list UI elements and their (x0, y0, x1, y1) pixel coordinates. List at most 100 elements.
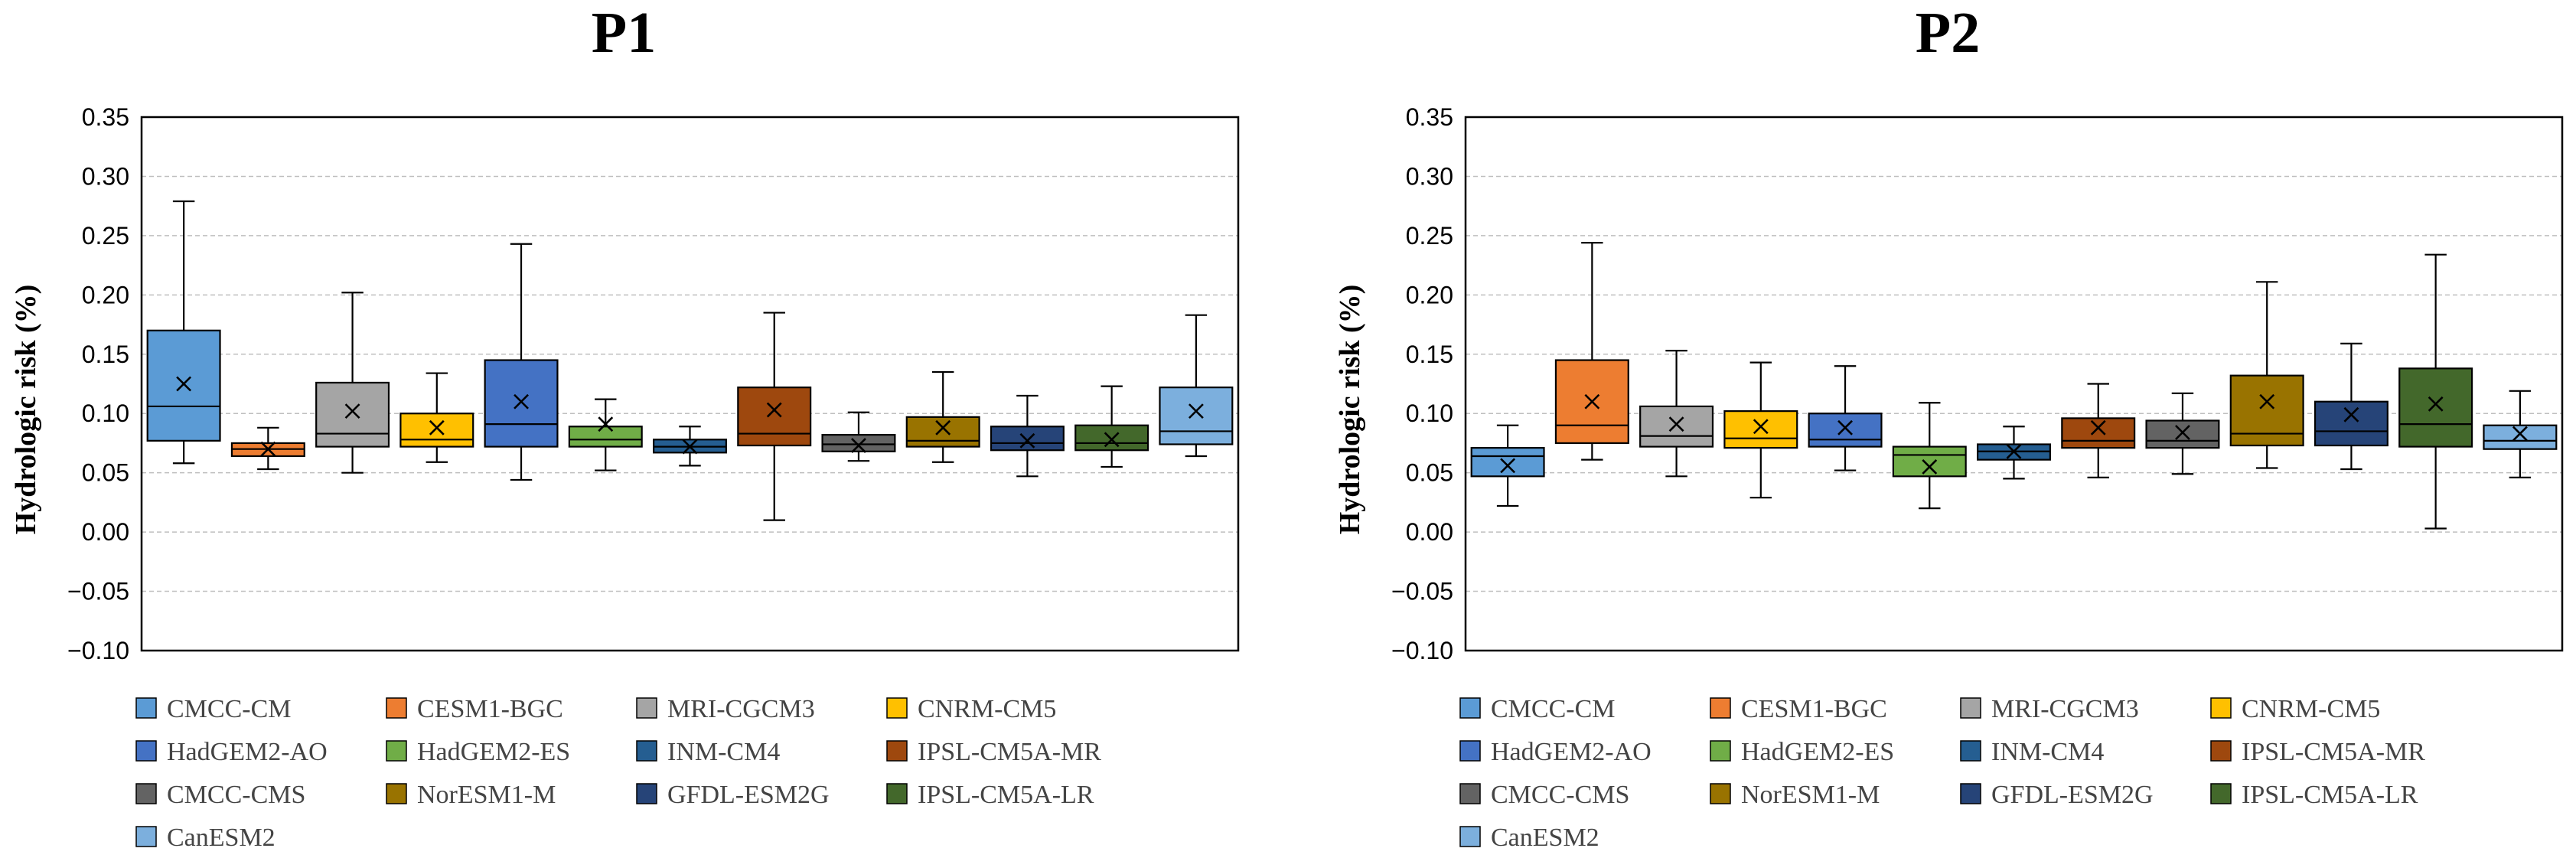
legend-label: IPSL-CM5A-MR (2242, 738, 2425, 766)
legend-label: CMCC-CM (1491, 695, 1616, 723)
legend-item: HadGEM2-ES (386, 738, 570, 766)
plot-frame (1464, 116, 2564, 652)
box-cesm1-bgc (230, 426, 305, 471)
mean-marker (1019, 432, 1035, 449)
iqr-box (905, 416, 980, 448)
legend-swatch (1710, 783, 1731, 804)
iqr-box (315, 381, 390, 448)
legend-swatch (135, 697, 157, 719)
box-gfdl-esm2g (2314, 342, 2389, 471)
chart-title: P1 (592, 1, 656, 65)
legend-label: CMCC-CM (167, 695, 292, 723)
y-tick-label: 0.05 (82, 459, 129, 487)
mean-marker (682, 439, 698, 455)
legend-swatch (886, 783, 908, 804)
iqr-box (2061, 417, 2136, 449)
legend-label: HadGEM2-ES (417, 738, 570, 766)
box-ipsl-cm5a-mr (737, 312, 812, 521)
mean-marker (1837, 419, 1853, 436)
box-mri-cgcm3 (315, 292, 390, 474)
legend-item: IPSL-CM5A-MR (886, 738, 1101, 766)
legend-label: IPSL-CM5A-MR (918, 738, 1101, 766)
legend-item: HadGEM2-ES (1710, 738, 1894, 766)
legend-item: INM-CM4 (1960, 738, 2104, 766)
legend-item: NorESM1-M (1710, 781, 1880, 809)
y-tick-label: 0.15 (1406, 341, 1453, 368)
legend-swatch (135, 826, 157, 847)
y-tick-label: 0.30 (82, 162, 129, 190)
mean-marker (344, 403, 360, 419)
mean-marker (598, 416, 614, 432)
legend-swatch (2210, 697, 2232, 719)
legend-label: CESM1-BGC (1741, 695, 1887, 723)
box-cesm1-bgc (1554, 242, 1629, 461)
legend-swatch (386, 740, 407, 762)
legend-item: NorESM1-M (386, 781, 556, 809)
y-tick-label: 0.20 (1406, 281, 1453, 308)
box-mri-cgcm3 (1639, 350, 1714, 478)
panel-p1: P1 Hydrologic risk (%) 0.35 0.30 0.25 0.20 0… (10, 1, 1240, 852)
iqr-box (399, 413, 474, 448)
box-hadgem2-es (1892, 402, 1967, 510)
legend-item: HadGEM2-AO (135, 738, 328, 766)
mean-marker (1922, 459, 1938, 475)
box-cmcc-cm (146, 200, 221, 465)
legend-item: MRI-CGCM3 (1960, 695, 2139, 723)
box-cnrm-cm5 (1723, 361, 1798, 499)
legend-swatch (2210, 783, 2232, 804)
iqr-box (2145, 419, 2220, 449)
y-tick-label: 0.25 (1406, 222, 1453, 250)
mean-marker (2090, 419, 2106, 436)
legend-swatch (636, 740, 657, 762)
legend-label: CESM1-BGC (417, 695, 563, 723)
box-noresm1-m (2229, 281, 2304, 469)
legend-label: CNRM-CM5 (2242, 695, 2380, 723)
legend-label: IPSL-CM5A-LR (918, 781, 1094, 809)
mean-marker (514, 393, 529, 409)
iqr-box (821, 434, 896, 452)
iqr-box (146, 329, 221, 442)
legend-swatch (1710, 697, 1731, 719)
mean-marker (1668, 416, 1684, 432)
legend-swatch (1459, 826, 1481, 847)
box-cnrm-cm5 (399, 372, 474, 463)
mean-marker (2343, 406, 2359, 422)
mean-marker (429, 419, 445, 436)
iqr-box (1723, 410, 1798, 449)
mean-marker (1188, 403, 1204, 419)
legend-item: INM-CM4 (636, 738, 780, 766)
legend-item: CMCC-CM (1459, 695, 1616, 723)
y-tick-label: 0.25 (82, 222, 129, 250)
legend-swatch (1960, 783, 1981, 804)
legend-swatch (1459, 740, 1481, 762)
legend-swatch (1459, 783, 1481, 804)
legend-swatch (135, 740, 157, 762)
legend-swatch (2210, 740, 2232, 762)
y-axis-label: Hydrologic risk (%) (1334, 285, 1366, 535)
mean-marker (2428, 396, 2444, 412)
box-noresm1-m (905, 370, 980, 463)
box-hadgem2-es (568, 398, 643, 471)
box-canesm2 (2483, 390, 2558, 478)
legend-label: MRI-CGCM3 (1991, 695, 2139, 723)
legend-label: GFDL-ESM2G (1991, 781, 2154, 809)
y-tick-label: −0.10 (67, 637, 129, 664)
legend-item: CMCC-CMS (1459, 781, 1629, 809)
iqr-box (568, 426, 643, 448)
legend-item: CESM1-BGC (386, 695, 563, 723)
y-tick-label: −0.10 (1391, 637, 1453, 664)
y-tick-label: 0.10 (1406, 400, 1453, 427)
iqr-box (1892, 445, 1967, 478)
y-tick-label: 0.35 (1406, 103, 1453, 131)
legend-label: CanESM2 (1491, 824, 1599, 852)
legend-label: NorESM1-M (417, 781, 556, 809)
iqr-box (2483, 424, 2558, 450)
mean-marker (1104, 432, 1120, 448)
legend-label: IPSL-CM5A-LR (2242, 781, 2418, 809)
legend-item: GFDL-ESM2G (636, 781, 830, 809)
y-tick-label: 0.30 (1406, 162, 1453, 190)
mean-marker (1500, 458, 1516, 474)
legend-swatch (1710, 740, 1731, 762)
box-cmcc-cms (821, 411, 896, 462)
